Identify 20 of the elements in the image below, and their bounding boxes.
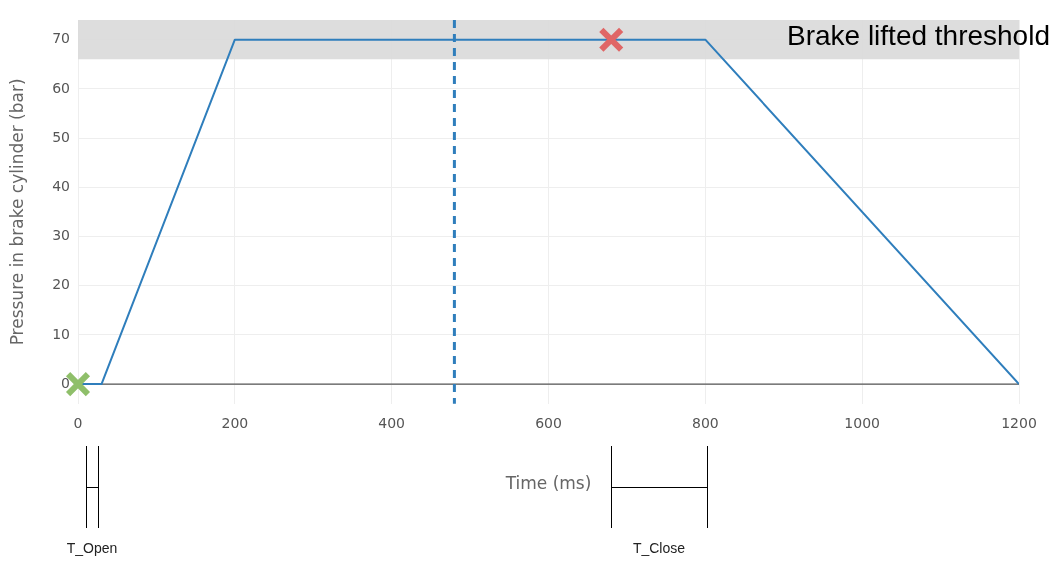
y-tick-label: 50 — [52, 128, 70, 145]
band-label: Brake lifted threshold — [786, 20, 1050, 52]
y-tick-label: 0 — [61, 374, 70, 391]
text: T_Open — [65, 539, 119, 556]
y-tick-label: 10 — [52, 325, 70, 342]
x-tick-label: 1000 — [844, 414, 880, 431]
y-tick-label: 40 — [52, 177, 70, 194]
x-tick-label: 200 — [221, 414, 249, 431]
y-tick-label: 20 — [52, 276, 70, 293]
x-tick-label: 800 — [691, 414, 719, 431]
x-axis-title: Time (ms) — [504, 473, 592, 494]
x-tick-label: 1200 — [1001, 414, 1037, 431]
text: T_Close — [631, 539, 687, 556]
y-tick-label: 60 — [52, 79, 70, 96]
y-axis-title: Pressure in brake cylinder (bar) — [6, 78, 27, 346]
y-tick-label: 70 — [52, 30, 70, 47]
y-tick-label: 30 — [52, 227, 70, 244]
x-tick-label: 400 — [378, 414, 406, 431]
x-tick-label: 0 — [73, 414, 83, 431]
x-tick-label: 600 — [535, 414, 562, 431]
